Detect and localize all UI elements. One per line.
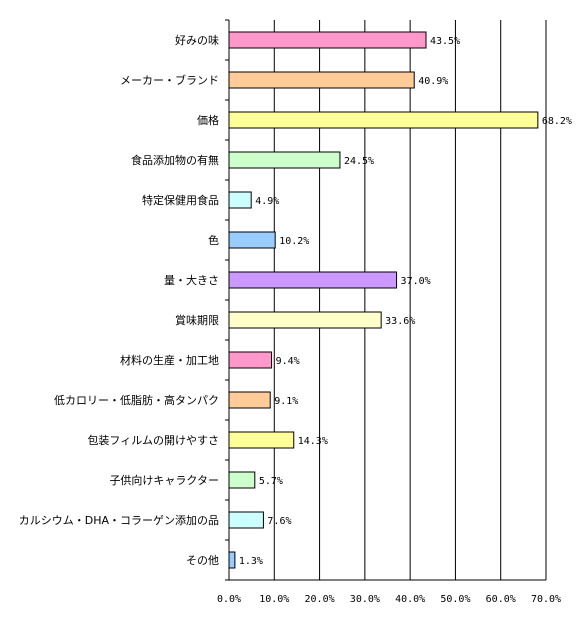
category-label: 賞味期限 xyxy=(175,314,219,327)
bar xyxy=(228,151,341,169)
bar xyxy=(228,351,273,369)
category-label: 低カロリー・低脂肪・高タンパク xyxy=(54,393,219,407)
data-label: 5.7% xyxy=(259,476,283,487)
bar xyxy=(228,111,539,129)
data-labels: 43.5% 40.9% 68.2% 24.5% 4.9% 10.2% 37.0% 33.6% 9… xyxy=(239,36,572,567)
category-labels: 好みの味メーカー・ブランド価格食品添加物の有無特定保健用食品色量・大きさ賞味期限… xyxy=(19,33,219,567)
data-label: 9.1% xyxy=(274,396,298,407)
x-tick-label: 50.0% xyxy=(440,594,470,605)
bar xyxy=(228,311,382,329)
grid-lines xyxy=(273,20,547,580)
category-label: 量・大きさ xyxy=(164,273,219,287)
category-label: メーカー・ブランド xyxy=(120,73,219,87)
data-label: 4.9% xyxy=(255,196,279,207)
data-label: 1.3% xyxy=(239,556,263,567)
data-label: 43.5% xyxy=(430,36,460,47)
x-tick-label: 40.0% xyxy=(395,594,425,605)
category-label: 色 xyxy=(208,233,219,247)
x-tick-label: 10.0% xyxy=(259,594,289,605)
bar xyxy=(228,71,415,89)
data-label: 7.6% xyxy=(267,516,291,527)
bar xyxy=(228,31,427,49)
data-label: 24.5% xyxy=(344,156,374,167)
data-label: 9.4% xyxy=(276,356,300,367)
data-label: 10.2% xyxy=(279,236,309,247)
category-label: その他 xyxy=(186,554,219,567)
x-tick-label: 0.0% xyxy=(217,594,241,605)
category-label: カルシウム・DHA・コラーゲン添加の品 xyxy=(19,513,219,527)
bars xyxy=(228,31,539,569)
x-tick-label: 30.0% xyxy=(350,594,380,605)
bar xyxy=(228,471,256,489)
x-tick-label: 20.0% xyxy=(305,594,335,605)
bar xyxy=(228,551,236,569)
bar xyxy=(228,511,264,529)
category-label: 好みの味 xyxy=(175,33,219,47)
category-label: 子供向けキャラクター xyxy=(109,473,219,487)
bar xyxy=(228,391,271,409)
bar xyxy=(228,271,398,289)
axes xyxy=(225,19,546,581)
category-label: 価格 xyxy=(197,113,219,127)
bar xyxy=(228,231,276,249)
data-label: 14.3% xyxy=(298,436,328,447)
x-tick-label: 70.0% xyxy=(531,594,561,605)
x-tick-labels: 0.0% 10.0% 20.0% 30.0% 40.0% 50.0% 60.0% 70.0% xyxy=(217,594,561,605)
category-label: 特定保健用食品 xyxy=(142,193,219,207)
data-label: 40.9% xyxy=(418,76,448,87)
bar xyxy=(228,431,295,449)
data-label: 68.2% xyxy=(542,116,572,127)
data-label: 33.6% xyxy=(385,316,415,327)
category-label: 材料の生産・加工地 xyxy=(120,353,219,367)
data-label: 37.0% xyxy=(401,276,431,287)
bar xyxy=(228,191,252,209)
category-label: 包装フィルムの開けやすさ xyxy=(87,434,219,447)
x-tick-label: 60.0% xyxy=(486,594,516,605)
category-label: 食品添加物の有無 xyxy=(131,153,219,167)
